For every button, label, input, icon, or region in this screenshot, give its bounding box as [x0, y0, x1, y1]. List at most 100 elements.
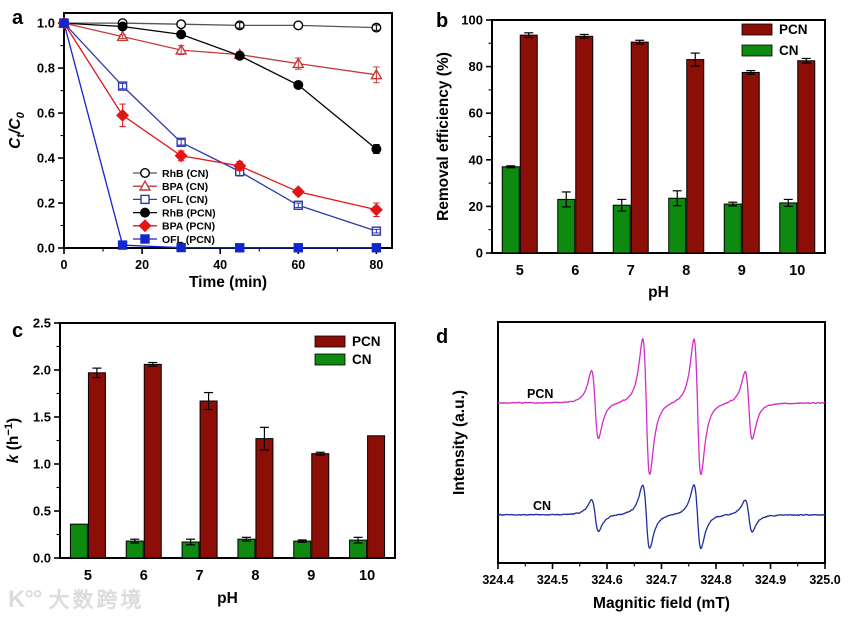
y-tick-label: 0.4 — [37, 151, 56, 166]
y-axis-label: Intensity (a.u.) — [451, 390, 468, 495]
y-tick-label: 0.0 — [37, 241, 55, 256]
legend-swatch — [314, 353, 346, 366]
bar-PCN — [686, 59, 705, 254]
legend-label: PCN — [779, 22, 808, 37]
marker-triangle — [138, 179, 152, 191]
category-label: 9 — [738, 263, 746, 279]
bar-PCN — [143, 363, 162, 559]
category-label: 7 — [627, 263, 635, 279]
marker-square — [140, 234, 150, 244]
bar-PCN — [199, 400, 218, 559]
marker-square — [117, 240, 128, 250]
series-line-RhB (PCN) — [63, 22, 377, 150]
bar-PCN — [87, 372, 106, 559]
marker-circle — [117, 21, 128, 32]
bar-PCN — [255, 438, 274, 559]
y-tick-label: 80 — [469, 59, 483, 74]
bar-PCN — [630, 41, 649, 254]
y-axis-label: Removal efficiency (%) — [435, 52, 452, 221]
panel-c-rate-constant-bar-chart: c 0.0 0.5 1.0 1.5 2.0 2.5 pH k (h−1) 5 6 7 8 9 10 PCN CN — [3, 316, 396, 607]
x-tick-label: 80 — [369, 258, 383, 272]
panel-letter: c — [12, 320, 23, 342]
legend-label: RhB (PCN) — [162, 207, 216, 219]
legend-label: BPA (PCN) — [162, 221, 215, 233]
bar-CN — [501, 166, 520, 254]
x-axis-label: Magnitic field (mT) — [593, 595, 730, 612]
bar-CN — [237, 538, 256, 559]
panel-letter: b — [436, 10, 448, 32]
category-label: 9 — [307, 568, 315, 584]
watermark-text: 大数跨境 — [48, 589, 145, 612]
x-axis-label: pH — [648, 284, 669, 301]
legend-label: RhB (CN) — [162, 168, 209, 180]
x-tick-label: 60 — [291, 258, 305, 272]
bar-CN — [69, 523, 88, 559]
plot-frame — [497, 321, 826, 564]
bar-PCN — [575, 35, 594, 254]
category-label: 10 — [359, 568, 375, 584]
y-tick-label: 1.0 — [37, 16, 55, 31]
y-tick-label: 0.2 — [37, 196, 55, 211]
panel-letter: a — [12, 7, 24, 29]
y-tick-label: 2.5 — [33, 316, 51, 331]
marker-circle — [139, 207, 150, 218]
marker-circle — [139, 167, 150, 178]
y-tick-label: 2.0 — [33, 363, 51, 378]
panel-letter: d — [436, 326, 448, 348]
marker-circle — [176, 29, 187, 40]
bar-PCN — [741, 71, 760, 254]
category-label: 8 — [682, 263, 690, 279]
marker-square — [59, 18, 69, 28]
series-line-OFL (CN) — [63, 22, 377, 232]
x-tick-label: 325.0 — [809, 573, 840, 587]
y-tick-label: 0.0 — [33, 551, 51, 566]
bar-PCN — [367, 435, 386, 559]
legend-swatch — [314, 335, 346, 348]
bar-PCN — [311, 453, 330, 559]
category-label: 7 — [196, 568, 204, 584]
marker-square — [371, 243, 382, 253]
watermark-logo-icon: K°° — [8, 586, 43, 613]
series-line-BPA (CN) — [63, 22, 377, 76]
y-tick-label: 1.5 — [33, 410, 51, 425]
category-label: 5 — [84, 568, 92, 584]
y-tick-label: 20 — [469, 199, 483, 214]
marker-diamond — [138, 219, 152, 233]
category-label: 10 — [789, 263, 805, 279]
legend-label: CN — [779, 43, 799, 58]
plot-frame — [63, 12, 393, 249]
series-line-RhB (CN) — [64, 22, 377, 29]
series-line-BPA (PCN) — [63, 22, 377, 211]
legend-label: CN — [352, 352, 372, 367]
legend-swatch — [741, 23, 773, 36]
category-label: 6 — [140, 568, 148, 584]
y-axis-label: Ct/C0 — [7, 111, 27, 148]
panel-b-removal-efficiency-bar-chart: b 0 20 40 60 80 100 pH Removal efficiency (%) 5 6 7… — [435, 10, 826, 301]
bar-CN — [723, 203, 742, 254]
y-tick-label: 0 — [476, 246, 483, 261]
bar-CN — [668, 197, 687, 254]
y-tick-label: 0.6 — [37, 106, 55, 121]
series-line-OFL (PCN) — [63, 22, 377, 249]
bar-CN — [612, 204, 631, 254]
legend-label: PCN — [352, 334, 381, 349]
legend-swatch — [741, 44, 773, 57]
marker-square — [176, 242, 186, 253]
legend-label: BPA (CN) — [162, 181, 208, 193]
y-axis-label: k (h−1) — [3, 418, 22, 463]
y-tick-label: 100 — [461, 13, 483, 28]
trace-label: CN — [533, 499, 551, 513]
legend-label: OFL (PCN) — [162, 234, 215, 246]
y-tick-label: 0.8 — [37, 61, 55, 76]
bar-PCN — [519, 34, 538, 254]
marker-square — [293, 243, 303, 253]
x-axis-label: pH — [217, 590, 238, 607]
x-tick-label: 324.9 — [755, 573, 786, 587]
panel-a-kinetics-line-chart: a 0 20 40 60 80 0.0 0.2 0.4 0.6 0.8 1.0 Time (min) Ct… — [7, 7, 393, 291]
y-tick-label: 60 — [469, 106, 483, 121]
marker-circle — [293, 20, 304, 31]
panel-d-epr-spectra-chart: d 324.4 324.5 324.6 324.7 324.8 324.9 325.0 Magn… — [436, 321, 841, 612]
x-tick-label: 324.6 — [591, 573, 622, 587]
x-tick-label: 324.4 — [482, 573, 513, 587]
